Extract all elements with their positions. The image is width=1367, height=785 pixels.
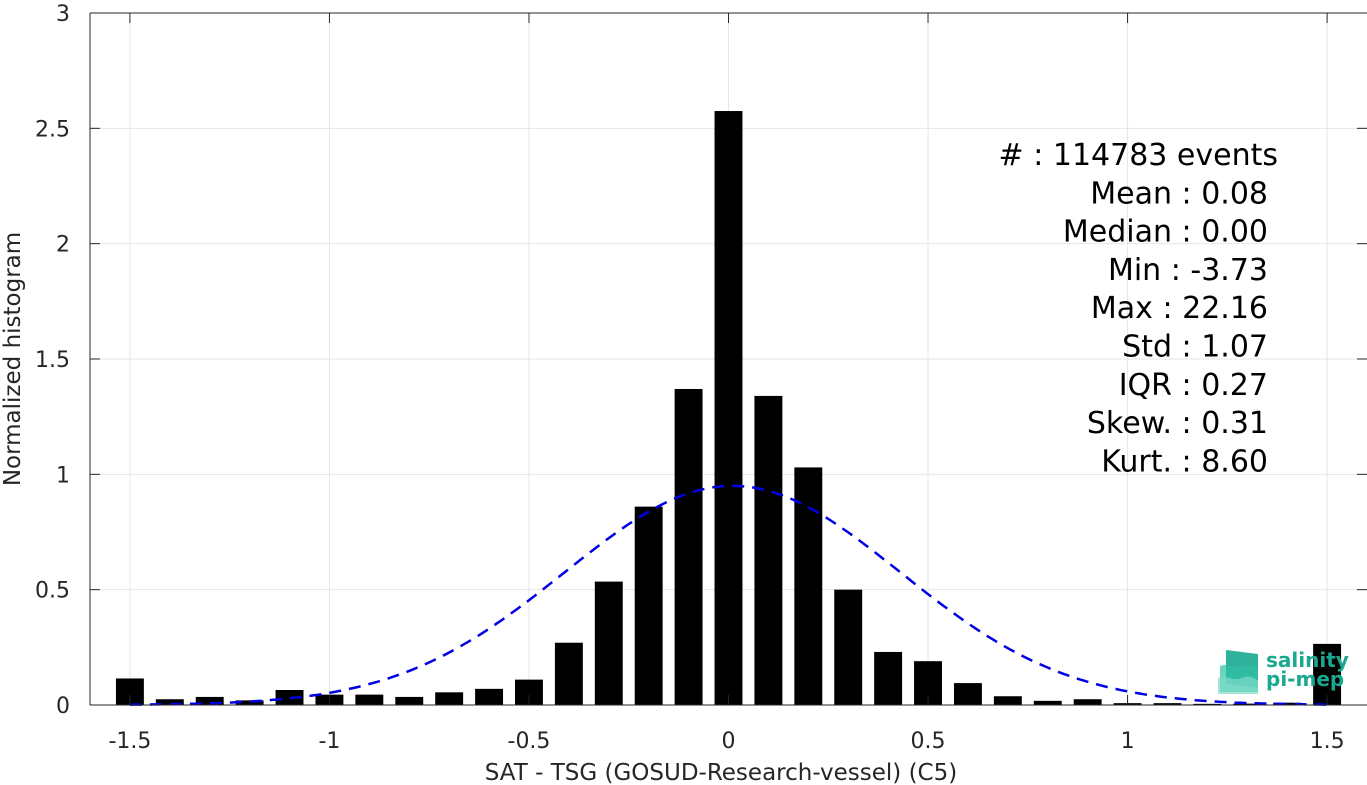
histogram-bar [475, 688, 504, 705]
x-tick-label: -1.5 [108, 729, 151, 754]
y-tick-label: 1 [56, 463, 70, 488]
histogram-bar [435, 692, 464, 705]
histogram-bar [834, 589, 863, 705]
y-axis-title: Normalized histogram [0, 232, 26, 486]
histogram-bar [195, 696, 224, 705]
histogram-bar [1233, 703, 1262, 705]
histogram-bar [1313, 643, 1342, 705]
stat-line: Max : 22.16 [1091, 291, 1268, 326]
logo-waves-icon [1218, 650, 1258, 694]
salinity-pimep-logo: salinity pi-mep [1218, 648, 1349, 694]
x-tick-label: 1 [1121, 729, 1135, 754]
y-tick-label: 1.5 [35, 348, 70, 373]
stat-line-count: # : 114783 events [999, 138, 1278, 173]
histogram-bar [714, 111, 743, 706]
x-tick-label: 1.5 [1310, 729, 1345, 754]
histogram-bar [355, 694, 384, 705]
histogram-bar [993, 696, 1022, 705]
stat-line: IQR : 0.27 [1119, 368, 1268, 403]
histogram-bar [674, 388, 703, 705]
stat-line: Min : -3.73 [1108, 253, 1268, 288]
y-tick-label: 2.5 [35, 117, 70, 142]
histogram-bar [594, 581, 623, 705]
histogram-bar [275, 690, 304, 705]
stat-line: Skew. : 0.31 [1087, 406, 1268, 441]
stat-line: Median : 0.00 [1063, 215, 1268, 250]
histogram-bar [634, 506, 663, 705]
histogram-bar [235, 700, 264, 705]
stat-line: Mean : 0.08 [1090, 176, 1268, 211]
x-tick-label: -1 [318, 729, 340, 754]
histogram-bar [155, 699, 184, 705]
histogram-bar [1073, 699, 1102, 705]
histogram-bars [115, 111, 1342, 706]
logo-line2: pi-mep [1266, 667, 1344, 691]
y-tick-label: 0 [56, 694, 70, 719]
x-axis-title: SAT - TSG (GOSUD-Research-vessel) (C5) [485, 760, 957, 785]
histogram-bar [1273, 702, 1302, 705]
y-tick-label: 2 [56, 233, 70, 258]
histogram-bar [953, 683, 982, 705]
histogram-bar [754, 395, 783, 705]
gaussian-fit-layer [129, 484, 1328, 706]
histogram-bar [1153, 703, 1182, 705]
tick-labels: -1.5 -1 -0.5 0 0.5 1 1.5 0 0.5 1 1.5 2 2.5 3 [35, 2, 1345, 754]
histogram-bar [1033, 700, 1062, 705]
stat-line: Kurt. : 8.60 [1101, 444, 1268, 479]
histogram-bar [794, 467, 823, 705]
y-tick-label: 3 [56, 2, 70, 27]
x-tick-label: 0 [722, 729, 736, 754]
y-tick-label: 0.5 [35, 579, 70, 604]
histogram-bar [395, 696, 424, 705]
gaussian-fit-curve [129, 484, 1328, 706]
logo-line1: salinity [1266, 648, 1349, 672]
histogram-bar [874, 651, 903, 705]
stat-line: Std : 1.07 [1122, 330, 1268, 365]
histogram-bar [554, 642, 583, 705]
x-tick-label: -0.5 [508, 729, 551, 754]
histogram-bar [1193, 703, 1222, 705]
x-tick-label: 0.5 [911, 729, 946, 754]
axes [89, 12, 1367, 706]
